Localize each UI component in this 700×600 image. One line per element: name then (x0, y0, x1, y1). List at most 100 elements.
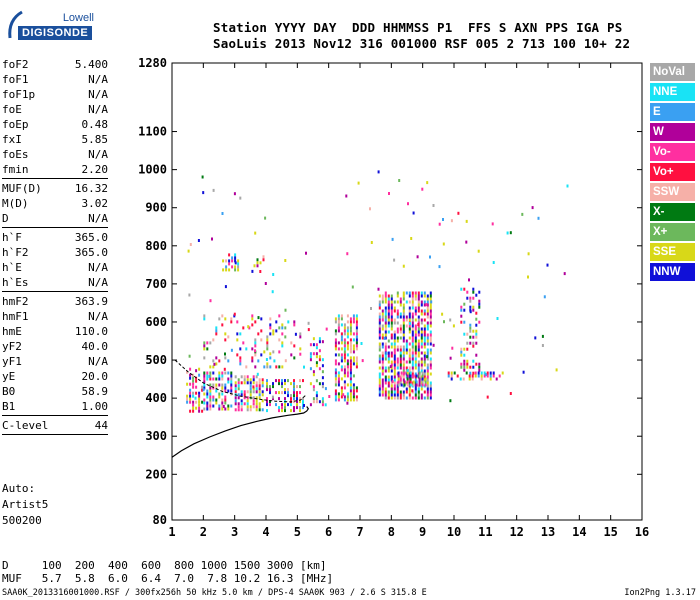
param-row: D N/A (2, 211, 108, 226)
echo-point (420, 339, 423, 343)
echo-point (384, 330, 387, 334)
echo-point (299, 379, 301, 383)
param-name: h`F2 (2, 246, 29, 259)
echo-point (429, 351, 432, 355)
echo-point (423, 330, 426, 334)
echo-point (408, 315, 411, 319)
echo-point (384, 354, 387, 358)
echo-point (408, 348, 411, 352)
echo-point (227, 371, 230, 375)
param-row: yE 20.0 (2, 369, 108, 384)
param-row: fmin 2.20 (2, 162, 108, 177)
echo-point (352, 359, 355, 363)
echo-point (475, 323, 478, 327)
echo-point (352, 344, 355, 348)
echo-point (399, 345, 402, 349)
echo-point (393, 384, 396, 388)
echo-point (227, 389, 230, 393)
echo-point (215, 329, 218, 333)
echo-point (334, 329, 337, 333)
echo-point (346, 252, 349, 256)
echo-point (391, 380, 394, 384)
echo-point (417, 315, 420, 319)
echo-point (411, 348, 414, 352)
echo-point (203, 392, 206, 396)
echo-point (399, 324, 402, 328)
echo-point (429, 387, 432, 391)
echo-point (218, 383, 221, 387)
echo-point (384, 333, 387, 337)
echo-point (221, 386, 224, 390)
echo-point (233, 314, 236, 318)
echo-point (426, 390, 429, 394)
echo-point (186, 370, 189, 374)
echo-point (475, 311, 478, 315)
echo-point (346, 368, 349, 372)
echo-point (252, 375, 255, 379)
echo-point (420, 342, 423, 346)
echo-point (390, 321, 393, 325)
echo-point (414, 351, 417, 355)
echo-point (426, 294, 429, 298)
echo-point (275, 320, 278, 324)
echo-point (399, 315, 402, 319)
echo-point (255, 384, 258, 388)
echo-point (417, 333, 420, 337)
echo-point (215, 362, 218, 366)
echo-point (212, 359, 215, 363)
echo-point (293, 397, 295, 401)
echo-point (412, 374, 415, 378)
echo-point (293, 356, 296, 360)
echo-point (252, 387, 255, 391)
echo-point (246, 375, 249, 379)
echo-point (249, 378, 252, 382)
echo-point (405, 387, 408, 391)
echo-point (420, 363, 423, 367)
echo-point (266, 335, 269, 339)
echo-point (260, 317, 263, 321)
legend-item-w: W (650, 123, 695, 141)
echo-point (527, 252, 530, 256)
echo-point (349, 356, 352, 360)
echo-point (408, 327, 411, 331)
echo-point (243, 375, 246, 379)
echo-point (209, 377, 212, 381)
echo-point (429, 315, 432, 319)
echo-point (390, 387, 393, 391)
echo-point (224, 383, 227, 387)
x-tick-label: 15 (603, 525, 617, 539)
echo-point (355, 335, 358, 339)
echo-point (340, 365, 343, 369)
echo-point (402, 348, 405, 352)
echo-point (423, 336, 426, 340)
echo-point (355, 389, 358, 393)
param-name: B0 (2, 385, 16, 398)
legend-item-nne: NNE (650, 83, 695, 101)
y-tick-label: 1280 (138, 56, 167, 70)
echo-point (381, 387, 384, 391)
echo-point (346, 371, 349, 375)
echo-point (414, 357, 417, 361)
echo-point (378, 381, 381, 385)
echo-point (221, 401, 224, 405)
echo-point (399, 336, 402, 340)
echo-point (426, 321, 429, 325)
echo-point (251, 356, 254, 360)
echo-point (203, 356, 206, 360)
echo-point (412, 380, 415, 384)
echo-point (247, 325, 250, 329)
echo-point (396, 357, 399, 361)
echo-point (496, 317, 499, 320)
echo-point (390, 324, 393, 328)
echo-point (237, 381, 240, 385)
echo-point (275, 403, 277, 407)
echo-point (293, 391, 295, 395)
echo-point (423, 363, 426, 367)
echo-point (263, 350, 266, 354)
echo-point (234, 396, 237, 400)
echo-point (475, 329, 478, 333)
echo-point (281, 344, 284, 348)
echo-point (203, 314, 206, 318)
echo-point (406, 380, 409, 384)
echo-point (472, 296, 475, 300)
